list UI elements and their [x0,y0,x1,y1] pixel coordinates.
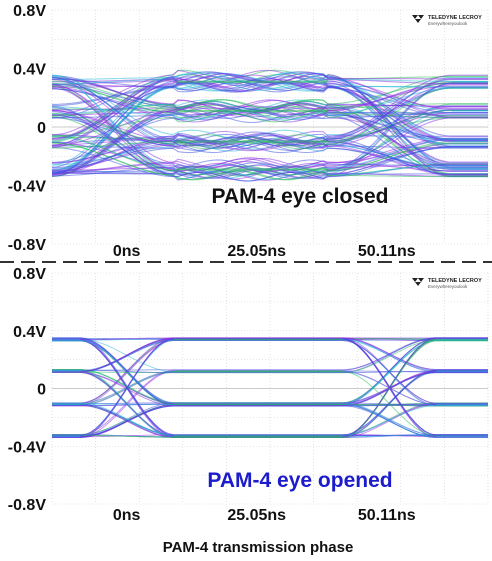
y-tick-label: 0.4V [13,62,46,79]
eye-trace [52,402,488,436]
logo-mark-icon [412,15,424,23]
eye-annotation: PAM-4 eye opened [207,469,392,492]
y-tick-label: -0.4V [8,439,47,456]
x-tick-label: 0ns [113,507,141,524]
eye-trace [51,81,488,172]
eye-trace [51,75,488,180]
eye-traces [52,337,488,439]
eye-trace [52,370,488,438]
eye-trace [51,78,488,141]
y-tick-label: 0 [37,382,46,399]
figure-caption: PAM-4 transmission phase [163,539,354,556]
y-tick-label: -0.4V [8,179,47,196]
x-tick-label: 25.05ns [227,507,286,524]
eye-opened-panel: 0.8V 0.4V 0 -0.4V -0.8V 0ns 25.05ns 50.11ns PAM-… [8,266,489,524]
eye-trace [51,83,488,141]
logo-text: TELEDYNE LECROY [428,278,482,284]
y-tick-label: -0.8V [8,497,47,514]
eye-trace [52,340,488,404]
logo-tagline: Everywhereyoulook [428,21,468,26]
eye-trace [52,169,488,179]
eye-trace [51,77,488,110]
eye-trace [52,372,488,406]
eye-trace [52,162,488,173]
eye-trace [51,77,488,174]
x-tick-label: 0ns [113,243,141,260]
grid [51,272,489,505]
eye-traces [51,69,488,182]
y-tick-label: 0 [37,120,46,137]
x-tick-label: 50.11ns [358,507,416,524]
eye-trace [51,73,488,136]
logo-text: TELEDYNE LECROY [428,15,482,21]
eye-trace [51,109,488,169]
eye-trace [51,77,488,145]
eye-trace [51,69,488,178]
eye-trace [52,114,488,177]
eye-trace [51,82,488,137]
eye-trace [52,81,488,141]
eye-trace [51,78,488,173]
eye-trace [51,71,488,167]
eye-trace [52,338,488,438]
eye-trace [51,109,488,174]
x-tick-label: 25.05ns [227,243,286,260]
x-tick-label: 50.11ns [358,243,416,260]
eye-annotation: PAM-4 eye closed [211,185,388,208]
eye-trace [51,146,488,182]
y-tick-label: 0.8V [13,266,46,283]
eye-trace [51,78,488,114]
eye-trace [52,337,488,373]
eye-trace [52,371,488,404]
eye-trace [51,78,488,176]
eye-trace [51,137,488,174]
eye-trace [52,369,488,374]
y-tick-label: 0.4V [13,324,46,341]
y-tick-label: -0.8V [8,237,47,254]
eye-trace [51,71,488,175]
logo-mark-icon [412,278,424,286]
logo-tagline: Everywhereyoulook [428,284,468,289]
eye-closed-panel: 0.8V 0.4V 0 -0.4V -0.8V 0ns 25.05ns 50.11ns PAM-… [8,3,489,260]
eye-trace [52,86,488,144]
y-tick-label: 0.8V [13,3,46,20]
